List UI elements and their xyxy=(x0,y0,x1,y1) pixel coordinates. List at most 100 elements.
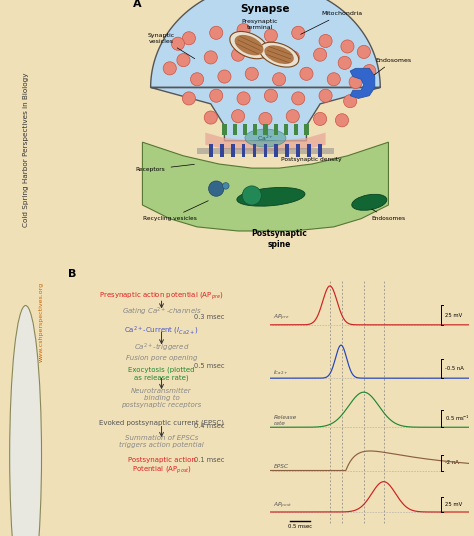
Circle shape xyxy=(327,73,340,86)
Text: Summation of EPSCs
triggers action potential: Summation of EPSCs triggers action poten… xyxy=(119,435,204,448)
Circle shape xyxy=(242,186,261,205)
Circle shape xyxy=(222,183,229,189)
Circle shape xyxy=(286,110,300,123)
Text: Presynaptic action potential (AP$_{pre}$): Presynaptic action potential (AP$_{pre}$… xyxy=(99,291,224,302)
Circle shape xyxy=(245,67,258,80)
Polygon shape xyxy=(151,0,380,141)
Bar xyxy=(243,124,247,135)
Text: Gating Ca$^{2+}$-channels: Gating Ca$^{2+}$-channels xyxy=(122,306,201,318)
Circle shape xyxy=(177,54,190,66)
Text: Exocytosis (plotted
as release rate): Exocytosis (plotted as release rate) xyxy=(128,367,195,381)
Text: Presynaptic
terminal: Presynaptic terminal xyxy=(242,19,278,30)
Bar xyxy=(253,124,257,135)
Text: 0.5 msec: 0.5 msec xyxy=(288,524,312,529)
Circle shape xyxy=(344,94,357,108)
Circle shape xyxy=(210,26,223,39)
Circle shape xyxy=(292,26,305,39)
Bar xyxy=(242,144,246,157)
Text: Postsynaptic action
Potential (AP$_{post}$): Postsynaptic action Potential (AP$_{post… xyxy=(128,457,195,476)
Circle shape xyxy=(338,56,351,70)
Circle shape xyxy=(237,24,250,36)
Text: 0.4 msec: 0.4 msec xyxy=(194,423,225,429)
Circle shape xyxy=(314,113,327,125)
Circle shape xyxy=(182,92,195,105)
Bar xyxy=(220,144,224,157)
Polygon shape xyxy=(205,132,326,152)
Circle shape xyxy=(286,51,300,64)
Circle shape xyxy=(336,114,348,127)
Text: Recycling vesicles: Recycling vesicles xyxy=(143,200,208,221)
Text: -0.5 nA: -0.5 nA xyxy=(445,366,464,371)
Bar xyxy=(273,124,278,135)
Circle shape xyxy=(210,89,223,102)
Text: 0.3 msec: 0.3 msec xyxy=(194,314,225,320)
Text: $I_{Ca2+}$: $I_{Ca2+}$ xyxy=(273,368,289,377)
Text: Mitochondria: Mitochondria xyxy=(301,11,363,34)
Text: Cold Spring Harbor Perspectives in Biology: Cold Spring Harbor Perspectives in Biolo… xyxy=(23,73,28,227)
Bar xyxy=(197,147,334,154)
Text: Neurotransmitter
binding to
postsynaptic receptors: Neurotransmitter binding to postsynaptic… xyxy=(121,388,201,408)
Text: EPSC: EPSC xyxy=(273,464,289,469)
Bar xyxy=(263,124,268,135)
Text: 0.1 msec: 0.1 msec xyxy=(194,457,225,463)
Text: Ca$^{2+}$-Current ($I_{Ca2+}$): Ca$^{2+}$-Current ($I_{Ca2+}$) xyxy=(124,325,199,337)
Circle shape xyxy=(259,46,272,58)
Bar xyxy=(264,144,267,157)
Bar xyxy=(307,144,311,157)
Circle shape xyxy=(341,40,354,53)
Bar xyxy=(285,144,289,157)
Bar xyxy=(209,144,213,157)
Circle shape xyxy=(163,62,176,75)
Circle shape xyxy=(204,111,217,124)
Circle shape xyxy=(259,113,272,125)
Bar xyxy=(304,124,309,135)
Circle shape xyxy=(314,48,327,61)
Circle shape xyxy=(319,89,332,102)
Bar xyxy=(222,124,227,135)
Circle shape xyxy=(172,37,184,50)
Text: Ca$^{2+}$: Ca$^{2+}$ xyxy=(257,133,274,143)
Polygon shape xyxy=(350,69,375,99)
Circle shape xyxy=(300,67,313,80)
Bar xyxy=(294,124,298,135)
Text: Endosomes: Endosomes xyxy=(372,209,406,221)
Bar xyxy=(284,124,288,135)
Text: -2 nA: -2 nA xyxy=(445,460,458,465)
Text: Evoked postsynaptic current (EPSC): Evoked postsynaptic current (EPSC) xyxy=(99,419,224,426)
Text: www.cshperspectives.org: www.cshperspectives.org xyxy=(38,281,44,362)
Text: A: A xyxy=(133,0,141,9)
Text: Synaptic
vesicles: Synaptic vesicles xyxy=(148,33,195,58)
Bar xyxy=(253,144,256,157)
Ellipse shape xyxy=(264,46,294,64)
Circle shape xyxy=(182,32,195,45)
Bar xyxy=(318,144,322,157)
Bar xyxy=(231,144,235,157)
Text: 25 mV: 25 mV xyxy=(445,502,462,507)
Ellipse shape xyxy=(259,42,299,67)
Circle shape xyxy=(264,29,277,42)
Bar xyxy=(274,144,278,157)
Text: CSH: CSH xyxy=(18,442,34,448)
Circle shape xyxy=(191,73,204,86)
Circle shape xyxy=(237,92,250,105)
Circle shape xyxy=(319,34,332,48)
Ellipse shape xyxy=(352,194,387,210)
Text: Postsynaptic
spine: Postsynaptic spine xyxy=(251,229,307,249)
Text: Endosomes: Endosomes xyxy=(374,58,412,75)
Circle shape xyxy=(349,76,362,88)
Bar xyxy=(233,124,237,135)
Ellipse shape xyxy=(237,188,305,206)
Circle shape xyxy=(209,181,224,196)
Text: Ca$^{2+}$-triggered
Fusion pore opening: Ca$^{2+}$-triggered Fusion pore opening xyxy=(126,341,197,361)
Circle shape xyxy=(273,73,286,86)
Polygon shape xyxy=(142,142,389,231)
Ellipse shape xyxy=(230,32,268,59)
Circle shape xyxy=(231,48,245,61)
Text: PERSPECTIVES: PERSPECTIVES xyxy=(13,475,38,479)
Circle shape xyxy=(264,89,277,102)
Circle shape xyxy=(9,306,42,536)
Text: 0.5 ms$^{-1}$: 0.5 ms$^{-1}$ xyxy=(445,414,470,423)
Text: 25 mV: 25 mV xyxy=(445,312,462,318)
Text: 0.5 msec: 0.5 msec xyxy=(194,363,225,369)
Text: Receptors: Receptors xyxy=(136,165,194,172)
